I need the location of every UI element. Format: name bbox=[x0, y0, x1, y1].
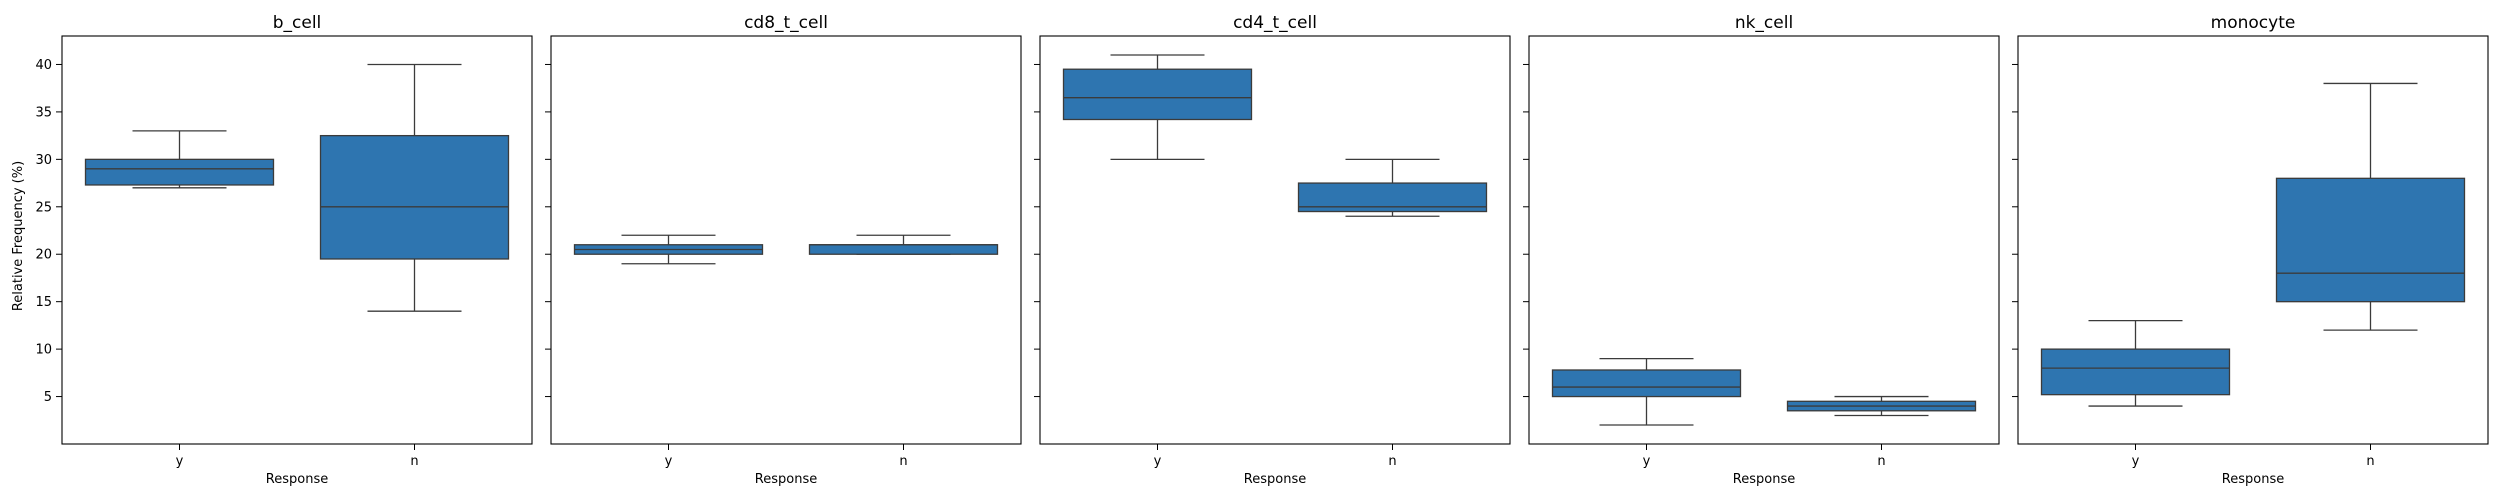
x-tick-label: y bbox=[176, 454, 184, 469]
panel-frame bbox=[61, 35, 533, 445]
box-iqr bbox=[84, 158, 275, 186]
x-tick-label: y bbox=[665, 454, 673, 469]
x-axis-label: Response bbox=[755, 472, 817, 487]
box-iqr bbox=[2275, 177, 2466, 303]
x-tick-label: y bbox=[1643, 454, 1651, 469]
x-tick-label: y bbox=[1154, 454, 1162, 469]
y-tick-label: 15 bbox=[35, 295, 52, 310]
y-tick-label: 20 bbox=[35, 248, 52, 263]
panel-title: monocyte bbox=[2211, 13, 2296, 33]
x-tick-label: n bbox=[1388, 454, 1396, 469]
x-axis-label: Response bbox=[1733, 472, 1795, 487]
panel-frame bbox=[550, 35, 1022, 445]
y-tick-label: 25 bbox=[35, 200, 52, 215]
box-iqr bbox=[1551, 369, 1742, 398]
panel-title: b_cell bbox=[273, 13, 322, 33]
x-tick-label: n bbox=[1877, 454, 1885, 469]
x-axis-label: Response bbox=[2222, 472, 2284, 487]
x-tick-label: n bbox=[899, 454, 907, 469]
box-iqr bbox=[808, 244, 999, 255]
y-tick-label: 35 bbox=[35, 105, 52, 120]
x-tick-label: n bbox=[2366, 454, 2374, 469]
panel-title: cd8_t_cell bbox=[744, 13, 828, 33]
box-iqr bbox=[2040, 348, 2231, 396]
y-tick-label: 30 bbox=[35, 153, 52, 168]
panel-title: nk_cell bbox=[1735, 13, 1793, 33]
box-iqr bbox=[1062, 68, 1253, 121]
x-axis-label: Response bbox=[266, 472, 328, 487]
x-tick-label: y bbox=[2132, 454, 2140, 469]
panel-title: cd4_t_cell bbox=[1233, 13, 1317, 33]
x-tick-label: n bbox=[410, 454, 418, 469]
y-tick-label: 5 bbox=[44, 390, 52, 405]
x-axis-label: Response bbox=[1244, 472, 1306, 487]
y-axis-label: Relative Frequency (%) bbox=[11, 161, 26, 311]
panel-frame bbox=[1039, 35, 1511, 445]
panel-frame bbox=[1528, 35, 2000, 445]
y-tick-label: 10 bbox=[35, 343, 52, 358]
box-iqr bbox=[319, 134, 510, 260]
panel-frame bbox=[2017, 35, 2489, 445]
y-tick-label: 40 bbox=[35, 58, 52, 73]
